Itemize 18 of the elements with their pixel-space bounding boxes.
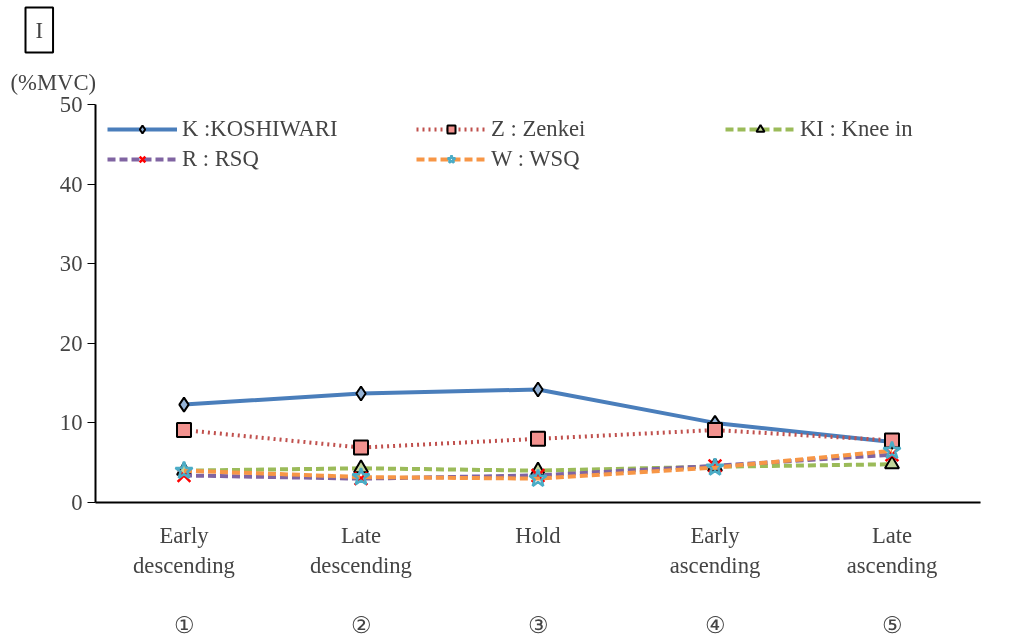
legend-label: R : RSQ: [182, 146, 260, 172]
y-tick-label: 10: [59, 410, 83, 436]
y-tick-label: 0: [71, 490, 83, 515]
y-tick-label: 40: [59, 171, 83, 197]
legend-label: W : WSQ: [491, 146, 581, 172]
category-label: Hold ③: [515, 522, 561, 638]
category-label: Late descending ②: [310, 522, 412, 638]
y-tick-label: 30: [59, 251, 83, 277]
y-tick-label: 20: [59, 330, 83, 356]
category-label: Early ascending ④: [669, 522, 761, 638]
legend-label: K :KOSHIWARI: [182, 116, 339, 142]
y-tick-label: 50: [59, 92, 83, 117]
category-label: Late ascending ⑤: [846, 522, 938, 638]
text: I: [35, 17, 44, 43]
legend-label: KI : Knee in: [800, 116, 914, 142]
y-axis-title: (%MVC): [10, 69, 97, 95]
legend-label: Z : Zenkei: [491, 116, 587, 142]
category-label: Early descending ①: [133, 522, 235, 638]
